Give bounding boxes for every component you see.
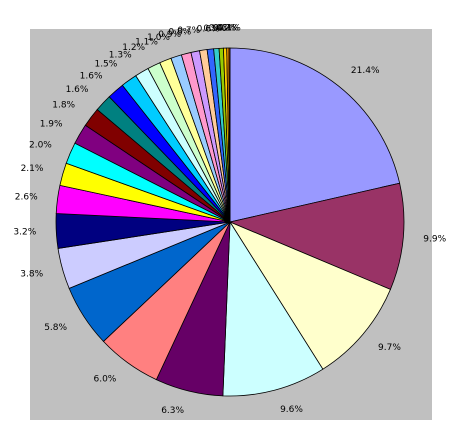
data-label: 9.7%	[378, 343, 401, 353]
data-label: 1.8%	[52, 101, 75, 111]
data-label: 0.2%	[216, 24, 239, 34]
data-label: 6.3%	[161, 406, 184, 416]
data-label: 1.5%	[94, 60, 117, 70]
data-label: 1.9%	[40, 119, 63, 129]
data-label: 3.8%	[20, 270, 43, 280]
data-label: 21.4%	[351, 66, 380, 76]
data-label: 9.9%	[423, 234, 446, 244]
data-label: 3.2%	[13, 228, 36, 238]
pie-slice	[229, 47, 401, 223]
data-label: 0.6%	[197, 25, 220, 35]
data-label: 5.8%	[44, 323, 67, 333]
data-label: 2.0%	[29, 141, 52, 151]
pie-slice	[228, 221, 391, 370]
data-label: 2.1%	[21, 164, 44, 174]
data-label: 1.6%	[80, 71, 103, 81]
data-label: 6.0%	[93, 375, 116, 385]
data-label: 0.7%	[177, 26, 200, 36]
data-label: 1.3%	[109, 50, 132, 60]
data-label: 1.0%	[147, 33, 170, 43]
data-label: 0.4%	[209, 24, 232, 34]
pie-slice	[228, 182, 405, 290]
data-label: 9.6%	[280, 405, 303, 415]
data-label: 0.1%	[218, 24, 241, 34]
data-label: 0.5%	[203, 24, 226, 34]
data-label: 1.1%	[135, 37, 158, 47]
data-label: 0.8%	[168, 27, 191, 37]
data-label: 1.6%	[66, 85, 89, 95]
data-label: 0.3%	[213, 24, 236, 34]
pie-slice	[228, 47, 231, 223]
data-label: 1.2%	[122, 43, 145, 53]
data-label: 0.9%	[158, 30, 181, 40]
data-label: 2.6%	[15, 192, 38, 202]
pie-slice	[222, 220, 324, 397]
